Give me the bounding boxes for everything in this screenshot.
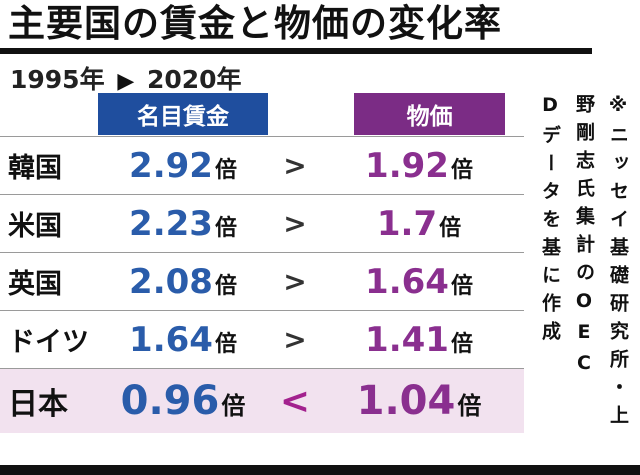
price-value: 1.7倍 xyxy=(322,204,516,244)
wage-column-header: 名目賃金 xyxy=(98,93,268,135)
table-row-japan: 日本 0.96倍 < 1.04倍 xyxy=(0,368,524,433)
source-note-line: ※ニッセイ基礎研究所・上 xyxy=(607,94,629,433)
comparison-symbol: > xyxy=(283,149,307,182)
country-label: 日本 xyxy=(8,387,68,422)
table-row-uk: 英国 2.08倍 > 1.64倍 xyxy=(0,252,524,310)
source-note-line: Dデータを基に作成 xyxy=(539,94,561,349)
price-value: 1.92倍 xyxy=(322,146,516,186)
price-number: 1.04 xyxy=(356,378,456,424)
comparison-symbol: > xyxy=(283,265,307,298)
subtitle: 1995年 ▶ 2020年 xyxy=(0,54,640,96)
source-note-line: 野剛志氏集計のOEC xyxy=(573,94,595,383)
source-note: ※ニッセイ基礎研究所・上 野剛志氏集計のOEC Dデータを基に作成 xyxy=(537,94,632,466)
unit-label: 倍 xyxy=(450,331,473,357)
comparison-symbol: < xyxy=(279,380,311,422)
wage-value: 0.96倍 xyxy=(98,378,268,424)
wage-number: 2.23 xyxy=(129,203,213,244)
unit-label: 倍 xyxy=(214,273,237,299)
price-value: 1.64倍 xyxy=(322,262,516,302)
unit-label: 倍 xyxy=(450,273,473,299)
unit-label: 倍 xyxy=(450,157,473,183)
price-number: 1.92 xyxy=(365,145,449,186)
wage-number: 1.64 xyxy=(129,319,213,360)
wage-value: 2.92倍 xyxy=(98,146,268,186)
title-underline xyxy=(0,47,592,54)
wage-number: 0.96 xyxy=(120,378,220,424)
unit-label: 倍 xyxy=(214,157,237,183)
price-number: 1.64 xyxy=(365,261,449,302)
price-column-header: 物価 xyxy=(354,93,506,135)
price-value: 1.41倍 xyxy=(322,320,516,360)
unit-label: 倍 xyxy=(221,392,246,420)
country-label: 英国 xyxy=(8,269,62,300)
wage-value: 2.23倍 xyxy=(98,204,268,244)
unit-label: 倍 xyxy=(439,215,462,241)
wage-value: 2.08倍 xyxy=(98,262,268,302)
subtitle-from-year: 1995年 xyxy=(10,64,105,94)
country-label: 米国 xyxy=(8,211,62,242)
page-title: 主要国の賃金と物価の変化率 xyxy=(8,2,502,45)
arrow-right-icon: ▶ xyxy=(117,68,135,94)
table-row-usa: 米国 2.23倍 > 1.7倍 xyxy=(0,194,524,252)
comparison-symbol: > xyxy=(283,207,307,240)
wage-value: 1.64倍 xyxy=(98,320,268,360)
wage-number: 2.92 xyxy=(129,145,213,186)
comparison-table: 名目賃金 物価 韓国 2.92倍 > 1.92倍 米国 xyxy=(0,92,524,433)
price-value: 1.04倍 xyxy=(322,378,516,424)
subtitle-to-year: 2020年 xyxy=(146,64,242,94)
price-number: 1.41 xyxy=(365,319,449,360)
unit-label: 倍 xyxy=(214,215,237,241)
wage-number: 2.08 xyxy=(129,261,213,302)
country-label: ドイツ xyxy=(8,327,89,358)
country-label: 韓国 xyxy=(8,153,62,184)
unit-label: 倍 xyxy=(457,392,482,420)
table-row-korea: 韓国 2.92倍 > 1.92倍 xyxy=(0,136,524,194)
table-row-germany: ドイツ 1.64倍 > 1.41倍 xyxy=(0,310,524,368)
unit-label: 倍 xyxy=(214,331,237,357)
price-number: 1.7 xyxy=(376,203,438,244)
table-header-row: 名目賃金 物価 xyxy=(0,92,524,136)
bottom-bar xyxy=(0,465,640,475)
comparison-symbol: > xyxy=(283,323,307,356)
